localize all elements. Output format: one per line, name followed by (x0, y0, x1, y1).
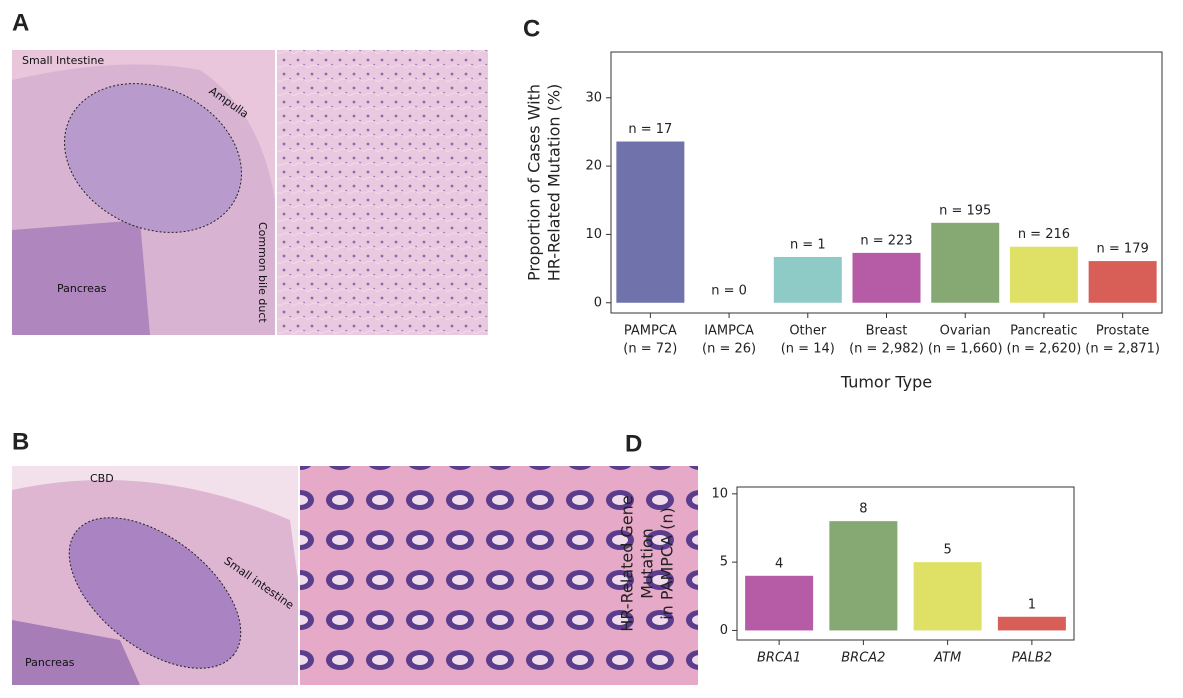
value-label: 5 (943, 543, 951, 558)
x-tick-label: Prostate (1096, 324, 1150, 339)
bar (1088, 261, 1157, 303)
panel-letter: D (625, 430, 642, 457)
x-tick-label: BRCA1 (757, 651, 801, 666)
x-tick-count: (n = 14) (781, 342, 835, 357)
value-label: 1 (1028, 597, 1036, 612)
x-tick-count: (n = 1,660) (928, 342, 1003, 357)
y-tick-label: 10 (585, 227, 602, 242)
x-tick-count: (n = 72) (623, 342, 677, 357)
y-axis-label: in PAMPCA (n) (658, 507, 677, 620)
bar (852, 252, 921, 303)
x-tick-label: PAMPCA (624, 324, 677, 339)
panel-letter: B (12, 428, 29, 455)
bar-annotation: n = 17 (628, 122, 672, 137)
y-tick-label: 0 (720, 623, 728, 638)
image-label: Pancreas (25, 656, 75, 669)
x-tick-label: Ovarian (940, 324, 991, 339)
bar-annotation: n = 223 (860, 233, 912, 248)
image-label: Small Intestine (22, 54, 104, 67)
x-tick-label: Pancreatic (1010, 324, 1078, 339)
bar-annotation: n = 216 (1018, 227, 1070, 242)
y-tick-label: 30 (585, 90, 602, 105)
tumor-outline (64, 83, 242, 233)
y-tick-label: 0 (594, 295, 602, 310)
tumor-outline (68, 517, 242, 669)
bar-annotation: n = 195 (939, 203, 991, 218)
x-tick-label: ATM (933, 651, 961, 666)
histology-image (277, 50, 488, 335)
bar (913, 562, 982, 631)
y-tick-label: 5 (720, 555, 728, 570)
x-tick-label: IAMPCA (704, 324, 754, 339)
image-label: Pancreas (57, 282, 107, 295)
histology-image (300, 466, 698, 685)
image-label: CBD (90, 472, 114, 485)
bar (745, 575, 814, 631)
y-axis-label: Mutation (638, 528, 657, 599)
x-tick-count: (n = 2,982) (849, 342, 924, 357)
image-label: Common bile duct (256, 222, 269, 323)
value-label: 8 (859, 502, 867, 517)
bar (616, 141, 685, 303)
bar (773, 256, 842, 303)
bar (931, 222, 1000, 303)
bar (829, 521, 898, 631)
panel-letter: A (12, 9, 29, 36)
x-axis-label: Tumor Type (840, 373, 932, 392)
bar (997, 616, 1066, 631)
x-tick-label: PALB2 (1012, 651, 1053, 666)
y-tick-label: 20 (585, 159, 602, 174)
x-tick-count: (n = 2,620) (1007, 342, 1082, 357)
x-tick-label: BRCA2 (841, 651, 885, 666)
x-tick-count: (n = 2,871) (1085, 342, 1160, 357)
y-tick-label: 10 (711, 486, 728, 501)
bar (1009, 246, 1078, 303)
pancreas-region (12, 220, 150, 335)
bar-annotation: n = 1 (790, 237, 826, 252)
y-axis-label: Proportion of Cases With (525, 84, 544, 281)
y-axis-label: HR-Related Mutation (%) (545, 84, 564, 282)
value-label: 4 (775, 556, 783, 571)
bar-annotation: n = 0 (711, 283, 747, 298)
x-tick-label: Breast (866, 324, 908, 339)
x-tick-count: (n = 26) (702, 342, 756, 357)
pancreas-region (12, 620, 140, 685)
y-axis-label: HR-Related Gene (618, 495, 637, 631)
bar-annotation: n = 179 (1097, 242, 1149, 257)
panel-letter: C (523, 15, 540, 42)
plot-frame (736, 486, 1075, 641)
x-tick-label: Other (789, 324, 827, 339)
